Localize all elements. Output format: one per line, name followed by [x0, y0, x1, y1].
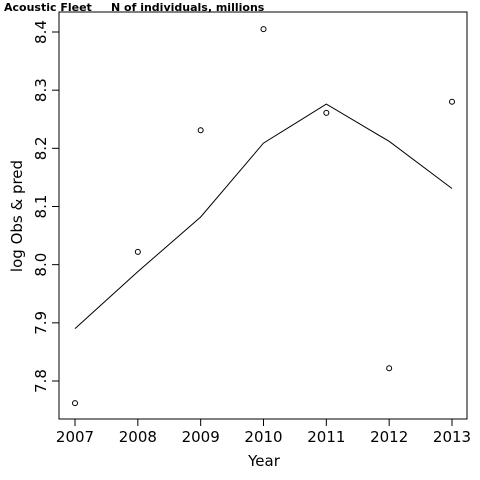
x-axis: 2007 2008 2009 2010 2011 2012 2013 [56, 419, 471, 446]
observed-point [323, 109, 330, 116]
x-axis-label: Year [247, 452, 281, 470]
observed-point [386, 365, 393, 372]
predicted-series-line [74, 103, 453, 330]
y-tick-label: 8.3 [32, 78, 50, 102]
y-tick-label: 7.9 [32, 311, 50, 335]
x-tick-label: 2013 [433, 428, 471, 446]
y-axis-label: log Obs & pred [8, 160, 26, 272]
observed-point [134, 248, 141, 255]
x-tick-label: 2012 [370, 428, 408, 446]
y-tick-label: 8.0 [32, 253, 50, 277]
y-axis: 7.8 7.9 8.0 8.1 8.2 8.3 8.4 [32, 20, 59, 393]
x-tick-label: 2009 [182, 428, 220, 446]
observed-point [449, 98, 455, 105]
x-tick-label: 2008 [119, 428, 157, 446]
x-tick-label: 2010 [244, 428, 282, 446]
y-tick-label: 7.8 [32, 369, 50, 393]
series-layer [72, 26, 455, 407]
chart-title-metric: N of individuals, millions [111, 1, 265, 14]
x-tick-label: 2007 [56, 428, 94, 446]
chart-title-fleet: Acoustic Fleet [4, 1, 92, 14]
observed-point [197, 127, 204, 134]
y-tick-label: 8.4 [32, 20, 50, 44]
observed-point [72, 400, 78, 407]
y-tick-label: 8.2 [32, 136, 50, 160]
observed-point [260, 26, 267, 33]
x-tick-label: 2011 [307, 428, 345, 446]
plot-area-border [58, 11, 468, 420]
y-tick-label: 8.1 [32, 195, 50, 219]
